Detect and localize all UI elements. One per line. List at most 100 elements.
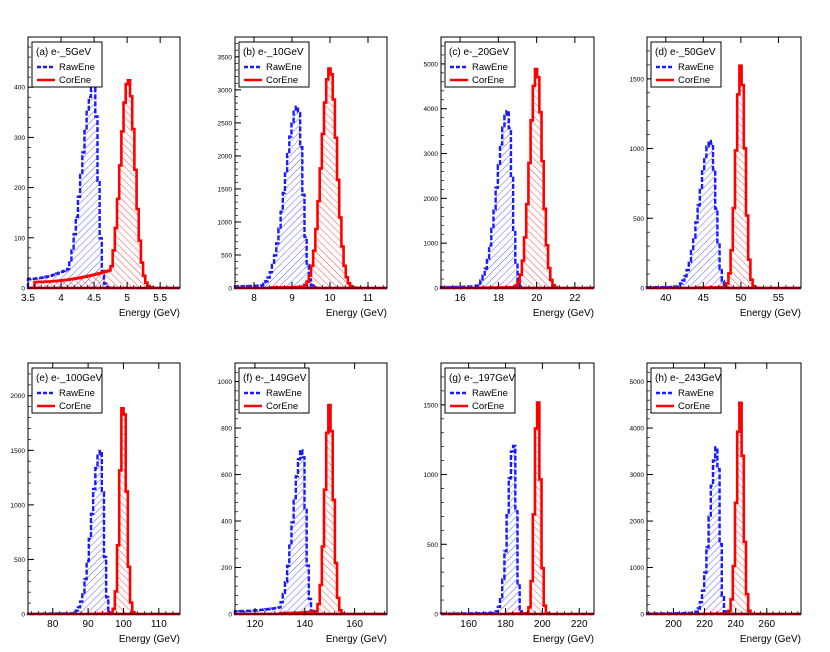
rawene-histogram [439,444,594,616]
x-tick-label: 3.5 [21,293,35,304]
x-tick-label: 200 [665,619,682,630]
legend-corene-label: CorEne [472,401,504,412]
x-tick-label: 160 [346,619,363,630]
y-tick-label: 500 [427,542,438,549]
y-tick-label: 3000 [424,151,439,158]
x-tick-label: 220 [571,619,588,630]
x-tick-label: 240 [727,619,744,630]
legend-corene-label: CorEne [678,75,710,86]
y-tick-label: 5000 [424,61,439,68]
panel-title: (f) e-_149GeV [243,373,307,384]
y-tick-label: 1000 [218,379,233,386]
corene-histogram [235,67,387,290]
legend: (e) e-_100GeV RawEne CorEne [31,367,103,414]
y-tick-label: 1500 [424,402,439,409]
y-tick-label: 800 [221,426,232,433]
y-tick-label: 3500 [218,54,233,61]
y-tick-label: 1000 [630,565,645,572]
legend: (b) e-_10GeV RawEne CorEne [238,41,310,88]
y-tick-label: 0 [434,286,438,293]
plot-frame [27,36,181,289]
x-tick-label: 9 [289,293,295,304]
y-tick-label: 0 [228,286,232,293]
legend-rawene-label: RawEne [266,388,302,399]
x-tick-label: 16 [455,293,467,304]
y-tick-label: 0 [21,286,25,293]
x-tick-label: 180 [497,619,514,630]
x-tick-label: 5.5 [153,293,167,304]
rawene-histogram [439,109,594,290]
y-tick-label: 4000 [630,426,645,433]
x-tick-label: 140 [296,619,313,630]
legend-rawene-label: RawEne [59,62,95,73]
y-tick-label: 2000 [218,153,233,160]
legend-corene-label: CorEne [472,75,504,86]
legend-corene-label: CorEne [59,401,91,412]
x-tick-label: 4 [58,293,64,304]
y-tick-label: 400 [14,85,25,92]
rawene-histogram [233,448,387,616]
panel-7: 160 180 200 220 0 500 1000 1500 Energy (GeV) (g) … [424,362,595,645]
x-axis-title: Energy (GeV) [326,634,387,645]
x-axis-title: Energy (GeV) [533,634,594,645]
rawene-histogram [233,105,387,290]
panel-4: 40 45 50 55 0 500 1000 1500 Energy (GeV) (d) e-_5… [630,36,802,319]
x-tick-label: 110 [151,619,167,630]
panel-8: 200 220 240 260 0 1000 2000 3000 4000 5000 Energy … [630,362,802,645]
x-tick-label: 55 [773,293,785,304]
panel-title: (g) e-_197GeV [449,373,515,384]
y-tick-label: 5000 [630,379,645,386]
rawene-histogram [26,83,180,290]
x-tick-label: 45 [698,293,710,304]
corene-histogram [647,401,801,616]
y-tick-label: 2500 [218,120,233,127]
panel-title: (b) e-_10GeV [243,47,304,58]
x-tick-label: 22 [569,293,581,304]
y-tick-label: 500 [14,557,25,564]
y-tick-label: 2000 [424,196,439,203]
y-tick-label: 4000 [424,106,439,113]
y-tick-label: 300 [14,135,25,142]
legend-corene-label: CorEne [266,75,298,86]
x-tick-label: 18 [493,293,505,304]
x-axis-title: Energy (GeV) [740,308,801,319]
panel-title: (a) e-_5GeV [36,47,91,58]
y-tick-label: 500 [633,216,644,223]
y-tick-label: 100 [14,235,25,242]
y-tick-label: 400 [221,519,232,526]
x-axis-title: Energy (GeV) [119,308,180,319]
x-axis-title: Energy (GeV) [533,308,594,319]
rawene-histogram [645,139,801,290]
x-tick-label: 220 [696,619,713,630]
legend: (a) e-_5GeV RawEne CorEne [31,41,103,88]
y-tick-label: 1500 [11,448,26,455]
legend-rawene-label: RawEne [472,388,508,399]
y-tick-label: 1000 [630,146,645,153]
legend-rawene-label: RawEne [59,388,95,399]
y-tick-label: 1500 [630,76,645,83]
x-axis-title: Energy (GeV) [326,308,387,319]
legend: (f) e-_149GeV RawEne CorEne [238,367,310,414]
legend-rawene-label: RawEne [266,62,302,73]
y-tick-label: 0 [640,286,644,293]
x-tick-label: 90 [83,619,95,630]
legend: (h) e-_243GeV RawEne CorEne [650,367,722,414]
panel-title: (e) e-_100GeV [36,373,102,384]
x-axis-title: Energy (GeV) [740,634,801,645]
y-tick-label: 500 [221,252,232,259]
x-tick-label: 8 [251,293,257,304]
y-tick-label: 1000 [218,219,233,226]
x-tick-label: 11 [363,293,374,304]
y-tick-label: 0 [434,612,438,619]
panel-6: 120 140 160 0 200 400 600 800 1000 Energy (GeV) (f… [218,362,388,645]
legend: (g) e-_197GeV RawEne CorEne [444,367,516,414]
y-tick-label: 1500 [218,186,233,193]
y-tick-label: 0 [21,612,25,619]
y-tick-label: 3000 [630,472,645,479]
legend-corene-label: CorEne [59,75,91,86]
x-axis-title: Energy (GeV) [119,634,180,645]
x-tick-label: 80 [47,619,59,630]
rawene-histogram [645,446,801,616]
y-tick-label: 1000 [424,241,439,248]
